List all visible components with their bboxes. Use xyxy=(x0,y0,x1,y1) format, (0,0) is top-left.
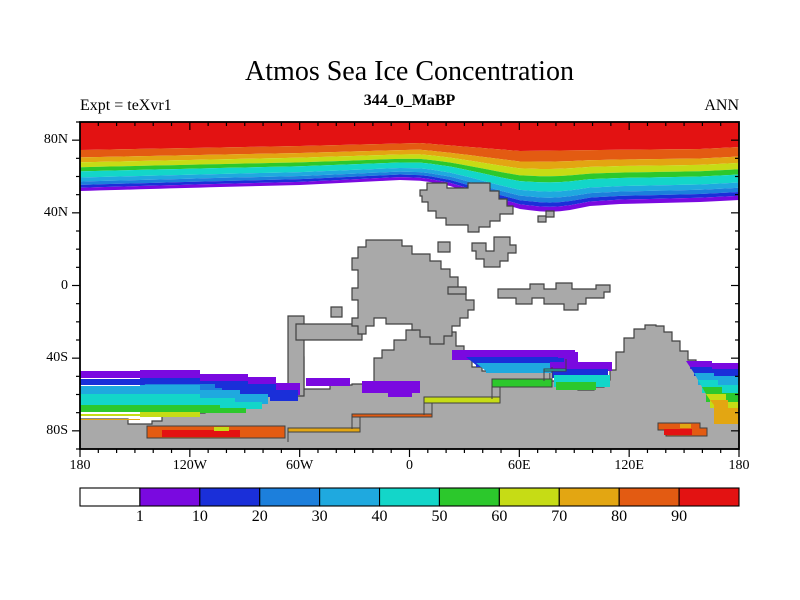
south-ice-patch-20 xyxy=(423,385,501,415)
y-tick-label-80S: 80S xyxy=(46,422,68,438)
colorbar-cell-10 xyxy=(678,487,740,507)
colorbar-cell-4 xyxy=(319,487,381,507)
colorbar-cell-0 xyxy=(79,487,141,507)
south-ice-patch-6 xyxy=(80,412,200,419)
season-label: ANN xyxy=(704,97,739,114)
colorbar-cell-3 xyxy=(259,487,321,507)
ice-band-level-10 xyxy=(80,174,739,207)
colorbar-tick-label-40: 40 xyxy=(371,508,388,525)
south-ice-patch-35 xyxy=(710,400,739,424)
landmass-3 xyxy=(351,239,475,345)
colorbar-tick-label-10: 10 xyxy=(191,508,208,525)
colorbar-tick-label-50: 50 xyxy=(431,508,448,525)
ice-band-level-20 xyxy=(80,171,739,203)
ice-band-level-40 xyxy=(80,162,739,192)
x-tick-label-0: 180 xyxy=(69,458,91,473)
x-tick-label-2: 60W xyxy=(286,458,314,473)
chart-title: Atmos Sea Ice Concentration xyxy=(245,56,574,87)
x-tick-label-6: 180 xyxy=(728,458,750,473)
y-tick-label-40S: 40S xyxy=(46,350,68,366)
colorbar-cell-2 xyxy=(199,487,261,507)
x-tick-label-3: 0 xyxy=(406,458,413,473)
landmass-9 xyxy=(447,286,467,295)
south-ice-patch-0 xyxy=(80,370,300,395)
landmass-6 xyxy=(545,210,555,218)
ice-band-level-1 xyxy=(80,177,739,212)
y-tick-label-0: 0 xyxy=(61,277,68,293)
ice-band-level-60 xyxy=(80,154,739,177)
ice-band-level-70 xyxy=(80,149,739,169)
colorbar-tick-label-1: 1 xyxy=(135,508,144,525)
colorbar-cell-8 xyxy=(558,487,620,507)
landmass-11 xyxy=(497,282,611,311)
south-ice-patch-28 xyxy=(680,424,691,428)
colorbar-cell-6 xyxy=(438,487,500,507)
colorbar-tick-label-70: 70 xyxy=(551,508,568,525)
landmass-7 xyxy=(471,236,517,268)
south-ice-patch-27 xyxy=(664,429,692,435)
experiment-label: Expt = teXvr1 xyxy=(80,97,172,114)
south-ice-patch-8 xyxy=(306,378,350,386)
colorbar-tick-label-60: 60 xyxy=(491,508,508,525)
south-ice-patch-10 xyxy=(388,386,412,397)
ice-band-level-30 xyxy=(80,167,739,198)
south-ice-patch-18 xyxy=(287,416,361,442)
south-ice-patch-19 xyxy=(351,401,433,429)
colorbar-tick-label-20: 20 xyxy=(251,508,268,525)
south-ice-patch-5 xyxy=(80,405,246,414)
x-tick-label-4: 60E xyxy=(508,458,531,473)
colorbar-cell-1 xyxy=(139,487,201,507)
landmass-5 xyxy=(537,215,547,223)
colorbar-cell-5 xyxy=(378,487,441,507)
landmass-8 xyxy=(437,241,451,253)
colorbar-cell-7 xyxy=(498,487,560,507)
south-ice-patch-7 xyxy=(80,416,140,422)
colorbar-tick-label-90: 90 xyxy=(671,508,688,525)
colorbar-tick-label-80: 80 xyxy=(611,508,628,525)
ice-band-level-50 xyxy=(80,158,739,183)
colorbar-cell-9 xyxy=(618,487,680,507)
landmass-10 xyxy=(330,306,343,318)
y-tick-label-40N: 40N xyxy=(43,204,68,220)
ice-band-level-80 xyxy=(80,143,739,162)
x-tick-label-1: 120W xyxy=(172,458,207,473)
chart-subtitle: 344_0_MaBP xyxy=(363,92,456,109)
south-ice-patch-25 xyxy=(214,427,229,431)
landmass-4 xyxy=(419,182,514,233)
ice-band-90plus xyxy=(80,122,739,151)
south-ice-patch-21 xyxy=(491,367,553,399)
south-ice-patch-17 xyxy=(556,382,596,390)
landmass-2 xyxy=(295,323,363,341)
south-ice-patch-24 xyxy=(162,430,240,437)
south-ice-patch-22 xyxy=(543,359,567,381)
colorbar-tick-label-30: 30 xyxy=(311,508,328,525)
x-tick-label-5: 120E xyxy=(614,458,644,473)
y-tick-label-80N: 80N xyxy=(43,132,68,148)
